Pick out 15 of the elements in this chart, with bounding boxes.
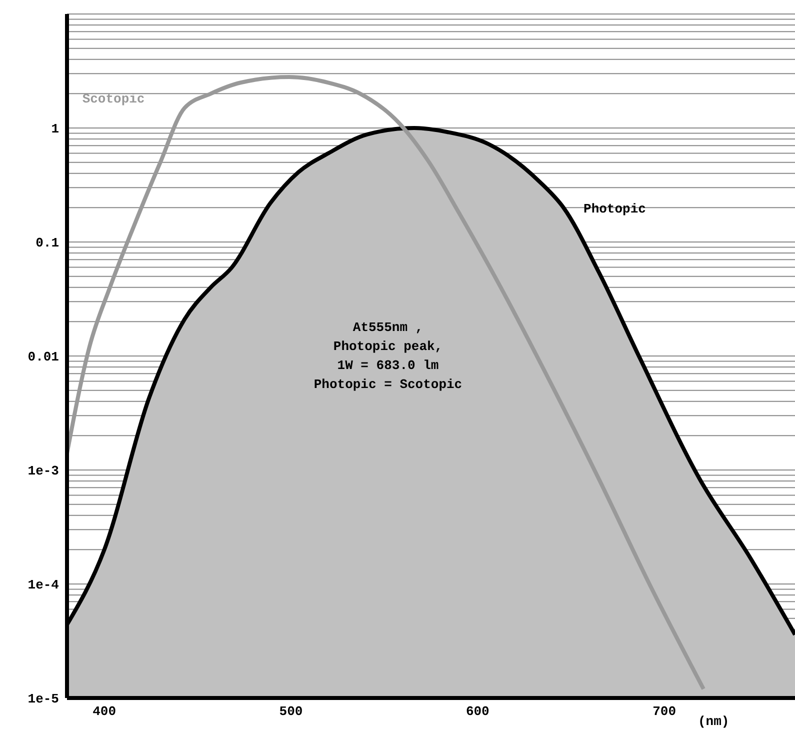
series-label: Photopic: [584, 202, 646, 217]
y-tick-label: 1e-5: [28, 692, 60, 707]
line-series: [67, 75, 706, 691]
x-axis-title: (nm): [698, 714, 730, 729]
x-tick-label: 500: [279, 704, 303, 720]
y-tick-label: 0.01: [28, 350, 60, 365]
y-tick-label: 1: [51, 122, 60, 137]
x-tick-label: 600: [466, 704, 490, 720]
y-tick-label: 1e-3: [28, 464, 60, 479]
x-tick-label: 400: [92, 704, 116, 720]
annotation: At555nm , Photopic peak, 1W = 683.0 lm Photopic = Scotopic: [312, 319, 464, 394]
x-tick-label: 700: [652, 704, 676, 720]
y-tick-label: 1e-4: [28, 578, 60, 593]
text: Scotopic: [82, 91, 145, 106]
y-tick-label: 0.1: [36, 236, 60, 251]
